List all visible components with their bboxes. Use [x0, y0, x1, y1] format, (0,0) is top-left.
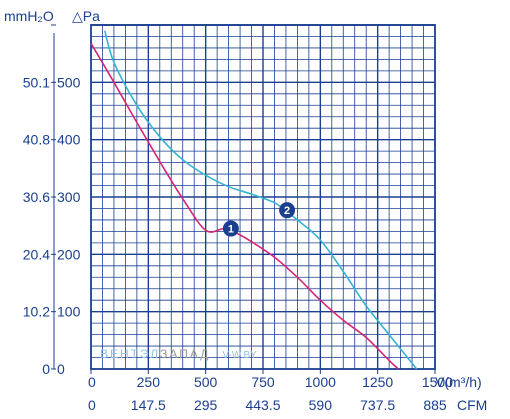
x-tick-label-m3h: 250	[137, 374, 161, 390]
watermark: ВЕНТЭЛЗАПАД V-W.BY	[100, 347, 257, 361]
y-tick-label-mmh2o: 10.2	[23, 304, 50, 320]
unit-pa: △Pa	[72, 8, 100, 24]
x-tick-label-m3h: 1000	[305, 374, 336, 390]
x-tick-label-m3h: 750	[251, 374, 275, 390]
y-tick-label-pa: 100	[57, 304, 81, 320]
chart-series	[90, 30, 418, 370]
y-tick-label-mmh2o: 20.4	[23, 246, 50, 262]
unit-mmh2o: mmH₂O	[4, 8, 54, 24]
chart-grid	[90, 24, 436, 370]
series-line-2	[104, 30, 418, 370]
x-tick-label-m3h: 500	[194, 374, 218, 390]
x-tick-label-m3h: 1500	[422, 374, 453, 390]
y-tick-label-pa: 0	[57, 361, 65, 377]
y-tick-label-pa: 500	[57, 74, 81, 90]
x-tick-label-cfm: 443.5	[245, 397, 280, 413]
curve-marker-1: 1	[222, 220, 239, 237]
unit-flow-m3h: V(m³/h)	[435, 374, 482, 390]
curve-marker-2: 2	[279, 202, 296, 219]
chart-markers: 12	[222, 202, 296, 237]
series-line-1	[90, 42, 399, 370]
x-tick-label-cfm: 0	[88, 397, 96, 413]
watermark-part3: V-W.BY	[222, 350, 257, 361]
y-tick-label-pa: 300	[57, 189, 81, 205]
x-tick-label-cfm: 147.5	[131, 397, 166, 413]
curve-marker-circle	[222, 220, 239, 237]
y-tick-label-mmh2o: 40.8	[23, 132, 50, 148]
y-tick-label-pa: 400	[57, 132, 81, 148]
y-tick-label-mmh2o: 0	[42, 361, 50, 377]
watermark-part2: ЗАПАД	[160, 347, 210, 361]
x-tick-label-m3h: 0	[88, 374, 96, 390]
curve-marker-label: 1	[228, 224, 234, 236]
y-tick-label-mmh2o: 50.1	[23, 74, 50, 90]
curve-marker-circle	[279, 202, 296, 219]
y-tick-label-pa: 200	[57, 246, 81, 262]
x-tick-label-m3h: 1250	[362, 374, 393, 390]
x-tick-label-cfm: 737.5	[360, 397, 395, 413]
watermark-part1: ВЕНТЭЛ	[100, 347, 160, 361]
x-tick-label-cfm: 295	[194, 397, 218, 413]
unit-flow-cfm: CFM	[457, 397, 487, 413]
curve-marker-label: 2	[284, 205, 290, 217]
x-tick-label-cfm: 885	[423, 397, 447, 413]
y-tick-label-mmh2o: 30.6	[23, 189, 50, 205]
x-tick-label-cfm: 590	[309, 397, 333, 413]
